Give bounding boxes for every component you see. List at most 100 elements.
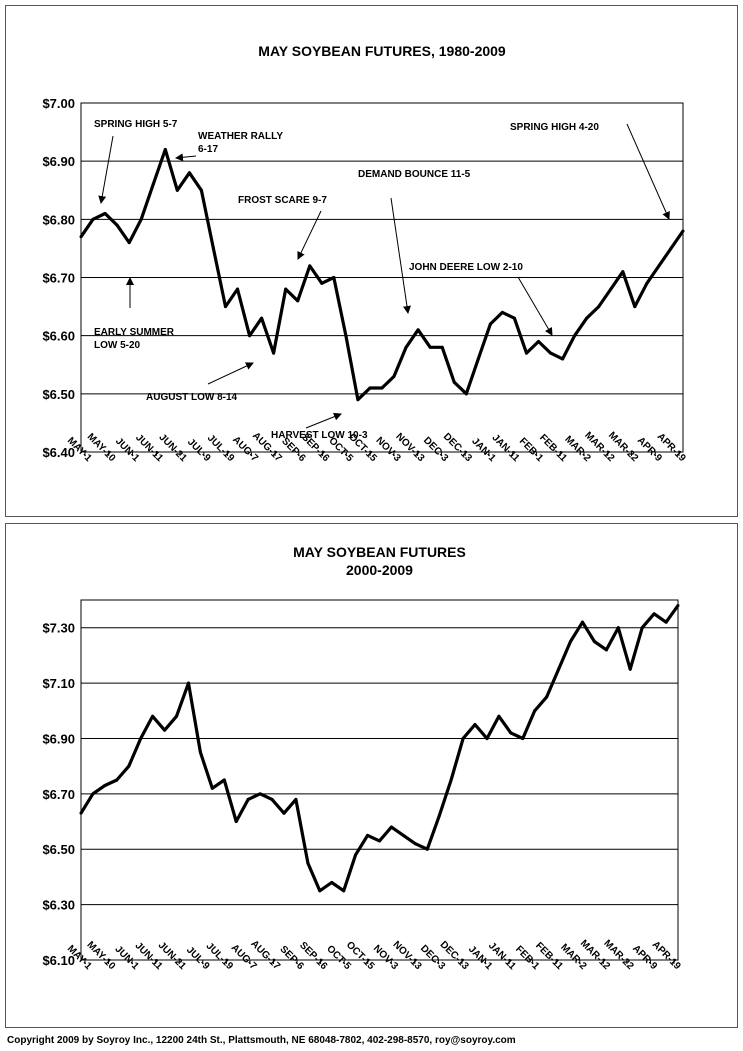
data-point xyxy=(151,714,155,718)
data-point xyxy=(533,709,537,713)
plot-area xyxy=(80,102,684,453)
data-point xyxy=(248,334,252,338)
data-point xyxy=(380,386,384,390)
data-point xyxy=(115,778,119,782)
data-point xyxy=(222,778,226,782)
data-point xyxy=(163,148,167,152)
copyright-footer: Copyright 2009 by Soyroy Inc., 12200 24t… xyxy=(7,1035,516,1046)
data-point xyxy=(272,351,276,355)
annotation-label: 6-17 xyxy=(198,144,218,155)
data-point xyxy=(320,281,324,285)
annotation-arrow xyxy=(626,123,670,220)
data-point xyxy=(476,357,480,361)
y-tick-label: $6.70 xyxy=(42,787,75,802)
data-point xyxy=(139,736,143,740)
y-tick-label: $7.30 xyxy=(42,621,75,636)
data-point xyxy=(440,345,444,349)
data-point xyxy=(258,792,262,796)
data-point xyxy=(628,667,632,671)
chart-title: MAY SOYBEAN FUTURES, 1980-2009 xyxy=(258,43,506,59)
data-point xyxy=(175,714,179,718)
data-point xyxy=(284,287,288,291)
data-point xyxy=(234,820,238,824)
data-point xyxy=(187,171,191,175)
data-point xyxy=(416,328,420,332)
data-point xyxy=(621,270,625,274)
annotation-label: AUGUST LOW 8-14 xyxy=(146,392,238,403)
data-point xyxy=(549,351,553,355)
data-point xyxy=(103,784,107,788)
plot-area xyxy=(80,599,679,961)
y-tick-label: $6.60 xyxy=(42,329,75,344)
data-point xyxy=(344,334,348,338)
data-point xyxy=(79,235,83,239)
data-point xyxy=(294,797,298,801)
annotation-label: JOHN DEERE LOW 2-10 xyxy=(409,262,523,273)
data-point xyxy=(645,281,649,285)
data-point xyxy=(580,620,584,624)
x-tick-label: JUL-19 xyxy=(204,941,236,973)
data-point xyxy=(163,728,167,732)
data-point xyxy=(616,626,620,630)
data-point xyxy=(103,212,107,216)
y-tick-label: $6.80 xyxy=(42,212,75,227)
data-point xyxy=(330,880,334,884)
data-point xyxy=(139,217,143,221)
data-point xyxy=(211,246,215,250)
data-point xyxy=(91,217,95,221)
data-point xyxy=(389,825,393,829)
data-point xyxy=(404,345,408,349)
data-point xyxy=(521,736,525,740)
data-point xyxy=(198,750,202,754)
data-point xyxy=(186,681,190,685)
y-tick-label: $6.70 xyxy=(42,271,75,286)
data-point xyxy=(236,287,240,291)
data-point xyxy=(473,723,477,727)
data-point xyxy=(413,842,417,846)
data-point xyxy=(210,786,214,790)
y-tick-label: $7.10 xyxy=(42,676,75,691)
data-point xyxy=(573,334,577,338)
annotation-arrow xyxy=(305,412,342,429)
chart-title: MAY SOYBEAN FUTURES xyxy=(293,544,466,560)
data-point xyxy=(223,305,227,309)
series-line xyxy=(79,147,685,402)
annotation-label: HARVEST LOW 10-3 xyxy=(271,430,368,441)
data-point xyxy=(497,714,501,718)
data-point xyxy=(640,626,644,630)
annotation-label: EARLY SUMMER xyxy=(94,327,175,338)
data-point xyxy=(401,833,405,837)
data-point xyxy=(127,764,131,768)
data-point xyxy=(633,305,637,309)
data-point xyxy=(664,620,668,624)
data-point xyxy=(461,736,465,740)
data-point xyxy=(115,223,119,227)
data-point xyxy=(609,287,613,291)
y-tick-label: $6.30 xyxy=(42,898,75,913)
data-point xyxy=(354,853,358,857)
data-point xyxy=(437,814,441,818)
data-point xyxy=(509,731,513,735)
data-point xyxy=(485,736,489,740)
data-point xyxy=(488,322,492,326)
data-point xyxy=(557,667,561,671)
annotation-label: DEMAND BOUNCE 11-5 xyxy=(358,169,471,180)
y-tick-label: $6.40 xyxy=(42,445,75,460)
data-point xyxy=(585,316,589,320)
chart-panel-2000-2009: MAY SOYBEAN FUTURES 2000-2009 $7.30 $7.10 $6… xyxy=(5,523,738,1028)
data-point xyxy=(592,640,596,644)
chart-panel-1980-2009: MAY SOYBEAN FUTURES, 1980-2009 $7.00 $6.90… xyxy=(5,5,738,517)
data-point xyxy=(604,648,608,652)
data-point xyxy=(500,310,504,314)
annotation-arrow xyxy=(98,135,114,204)
data-point xyxy=(512,316,516,320)
data-point xyxy=(368,386,372,390)
annotation-label: WEATHER RALLY xyxy=(198,131,283,142)
annotation-label: SPRING HIGH 5-7 xyxy=(94,119,178,130)
data-point xyxy=(561,357,565,361)
x-tick-label: JUL-19 xyxy=(205,433,237,465)
data-point xyxy=(657,264,661,268)
y-tick-label: $6.50 xyxy=(42,387,75,402)
data-point xyxy=(260,316,264,320)
data-point xyxy=(537,339,541,343)
